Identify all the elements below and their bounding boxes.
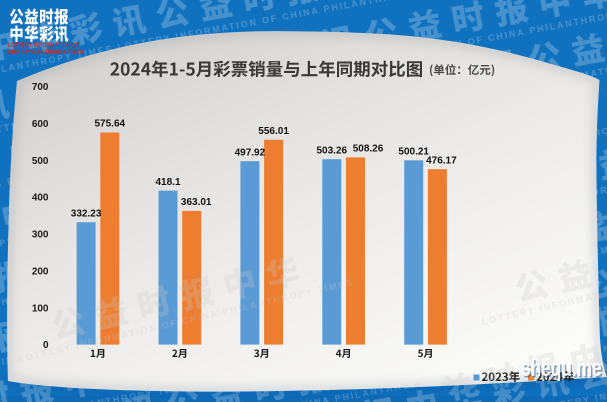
svg-text:556.01: 556.01 xyxy=(258,126,289,137)
svg-text:497.92: 497.92 xyxy=(235,147,266,158)
svg-text:shequ.me: shequ.me xyxy=(522,357,603,383)
svg-text:503.26: 503.26 xyxy=(317,145,348,156)
svg-text:400: 400 xyxy=(32,193,49,204)
svg-text:200: 200 xyxy=(32,266,49,277)
svg-text:476.17: 476.17 xyxy=(426,155,457,166)
svg-text:575.64: 575.64 xyxy=(95,119,126,130)
svg-text:500: 500 xyxy=(32,156,49,167)
svg-text:300: 300 xyxy=(32,230,49,241)
svg-text:600: 600 xyxy=(32,119,49,130)
svg-text:508.26: 508.26 xyxy=(353,144,384,155)
svg-text:332.23: 332.23 xyxy=(71,208,102,219)
svg-text:500.21: 500.21 xyxy=(398,147,429,158)
svg-text:shequ.me: shequ.me xyxy=(521,355,602,381)
svg-text:0: 0 xyxy=(43,340,49,351)
svg-text:100: 100 xyxy=(32,303,49,314)
svg-text:700: 700 xyxy=(32,82,49,93)
svg-text:LOTTERY INFORMATION OF: LOTTERY INFORMATION OF xyxy=(8,43,80,50)
svg-text:363.01: 363.01 xyxy=(181,197,212,208)
svg-text:418.1: 418.1 xyxy=(155,177,180,188)
svg-text:CHINA PHILANTHROPY TIMES: CHINA PHILANTHROPY TIMES xyxy=(8,50,83,57)
